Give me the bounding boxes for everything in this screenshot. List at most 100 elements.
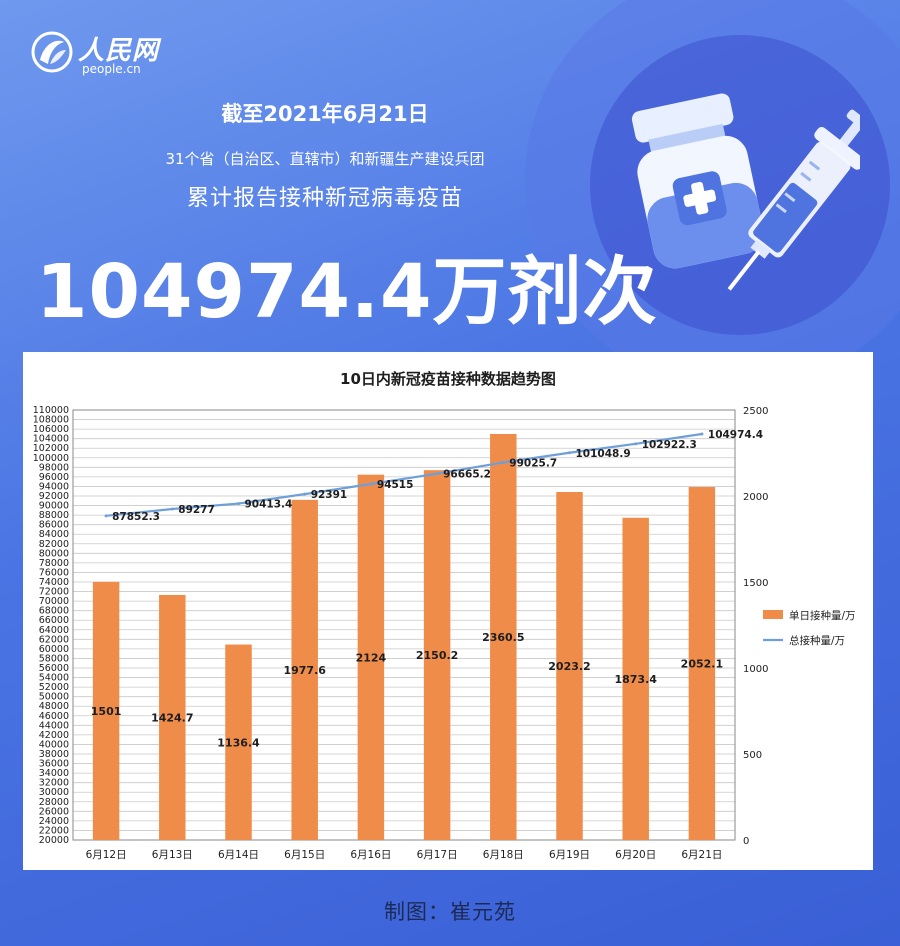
- left-tick-label: 32000: [39, 778, 69, 789]
- line-value-label: 87852.3: [112, 511, 160, 523]
- brand-domain: people.cn: [82, 62, 141, 76]
- left-tick-label: 46000: [39, 711, 69, 722]
- bar-value-label: 2124: [356, 651, 387, 664]
- x-tick-label: 6月20日: [615, 849, 656, 861]
- total-line: [105, 432, 703, 517]
- right-tick-label: 2500: [743, 406, 768, 417]
- left-tick-label: 60000: [39, 644, 69, 655]
- bar-value-label: 2360.5: [482, 631, 524, 644]
- left-tick-label: 70000: [39, 596, 69, 607]
- left-tick-label: 48000: [39, 701, 69, 712]
- x-tick-label: 6月15日: [284, 849, 325, 861]
- left-tick-label: 66000: [39, 615, 69, 626]
- left-y-axis: 2000022000240002600028000300003200034000…: [33, 405, 69, 846]
- left-tick-label: 64000: [39, 625, 69, 636]
- plot-frame: [72, 409, 736, 841]
- left-tick-label: 52000: [39, 682, 69, 693]
- line-value-label: 104974.4: [708, 429, 763, 441]
- subject-line: 累计报告接种新冠病毒疫苗: [186, 186, 463, 211]
- bar: [225, 644, 252, 840]
- right-tick-label: 0: [743, 836, 749, 847]
- left-tick-label: 36000: [39, 759, 69, 770]
- left-tick-label: 22000: [39, 825, 69, 836]
- left-tick-label: 26000: [39, 806, 69, 817]
- date-line: 截至2021年6月21日: [221, 102, 429, 126]
- line-series: [104, 432, 704, 518]
- left-tick-label: 96000: [39, 472, 69, 483]
- left-tick-label: 50000: [39, 692, 69, 703]
- bar-value-label: 2150.2: [416, 649, 458, 662]
- right-tick-label: 1000: [743, 664, 768, 675]
- left-tick-label: 98000: [39, 462, 69, 473]
- right-tick-label: 2000: [743, 492, 768, 503]
- line-value-label: 90413.4: [245, 499, 293, 511]
- bar: [92, 581, 120, 840]
- bar-value-label: 1424.7: [151, 711, 193, 724]
- left-tick-label: 54000: [39, 673, 69, 684]
- bar-value-label: 1501: [91, 705, 122, 718]
- left-tick-label: 28000: [39, 797, 69, 808]
- x-tick-label: 6月17日: [417, 849, 458, 861]
- left-tick-label: 30000: [39, 787, 69, 798]
- left-tick-label: 58000: [39, 653, 69, 664]
- left-tick-label: 88000: [39, 510, 69, 521]
- left-tick-label: 24000: [39, 816, 69, 827]
- bar-data-labels: 1501 1424.7 1136.4 1977.6 2124 2150.2 2360.5 20…: [91, 631, 723, 749]
- left-tick-label: 92000: [39, 491, 69, 502]
- line-value-label: 102922.3: [642, 439, 697, 451]
- chart-title: 10日内新冠疫苗接种数据趋势图: [340, 370, 556, 388]
- vaccine-syringe-icon: [631, 93, 860, 291]
- left-tick-label: 40000: [39, 739, 69, 750]
- line-point: [104, 514, 108, 518]
- line-value-label: 92391: [311, 489, 348, 501]
- bar-value-label: 1977.6: [283, 664, 326, 677]
- left-tick-label: 38000: [39, 749, 69, 760]
- left-tick-label: 94000: [39, 481, 69, 492]
- trend-chart: 10日内新冠疫苗接种数据趋势图 200002200024000260002800…: [33, 370, 856, 861]
- bar-value-label: 1873.4: [614, 673, 657, 686]
- line-data-labels: 87852.3 89277 90413.4 92391 94515 96665.2 9902…: [112, 429, 763, 523]
- line-point: [435, 472, 439, 476]
- total-doses: 104974.4万剂次: [36, 249, 658, 335]
- left-tick-label: 100000: [33, 453, 69, 464]
- legend-swatch-bar: [763, 610, 783, 619]
- left-tick-label: 74000: [39, 577, 69, 588]
- line-point: [237, 502, 240, 506]
- bar: [490, 433, 517, 840]
- chart-credit: 制图：崔元苑: [384, 900, 516, 924]
- bar: [423, 470, 451, 840]
- left-tick-label: 68000: [39, 606, 69, 617]
- brand-name: 人民网: [78, 36, 160, 66]
- x-tick-label: 6月16日: [350, 849, 391, 861]
- bar: [357, 474, 385, 840]
- line-value-label: 89277: [178, 504, 215, 516]
- left-tick-label: 106000: [33, 424, 69, 435]
- bar-series: [92, 433, 716, 840]
- chart-card: 10日内新冠疫苗接种数据趋势图 20000 22000 24000 26000 2800…: [23, 352, 873, 870]
- bar: [159, 594, 186, 840]
- bar: [622, 517, 649, 840]
- bar-value-label: 2023.2: [548, 660, 590, 673]
- right-y-axis: 0 500 1000 1500 2000 2500: [743, 406, 768, 847]
- legend-label-bar: 单日接种量/万: [789, 609, 856, 622]
- x-tick-label: 6月18日: [483, 849, 524, 861]
- people-daily-logo-icon: [31, 31, 73, 73]
- line-point: [303, 492, 307, 496]
- bar-value-label: 1136.4: [217, 736, 260, 749]
- left-tick-label: 78000: [39, 558, 69, 569]
- line-point: [568, 451, 571, 455]
- left-tick-label: 20000: [39, 835, 69, 846]
- scope-line: 31个省（自治区、直辖市）和新疆生产建设兵团: [165, 150, 485, 168]
- left-tick-label: 102000: [33, 443, 69, 454]
- left-tick-label: 80000: [39, 548, 69, 559]
- legend-label-line: 总接种量/万: [789, 634, 845, 647]
- line-point: [369, 482, 373, 486]
- left-tick-label: 90000: [39, 501, 69, 512]
- line-value-label: 101048.9: [576, 448, 631, 460]
- x-tick-label: 6月12日: [86, 849, 127, 861]
- line-point: [700, 432, 704, 436]
- left-tick-label: 72000: [39, 587, 69, 598]
- x-tick-label: 6月19日: [549, 849, 590, 861]
- left-tick-label: 82000: [39, 539, 69, 550]
- line-point: [634, 442, 638, 446]
